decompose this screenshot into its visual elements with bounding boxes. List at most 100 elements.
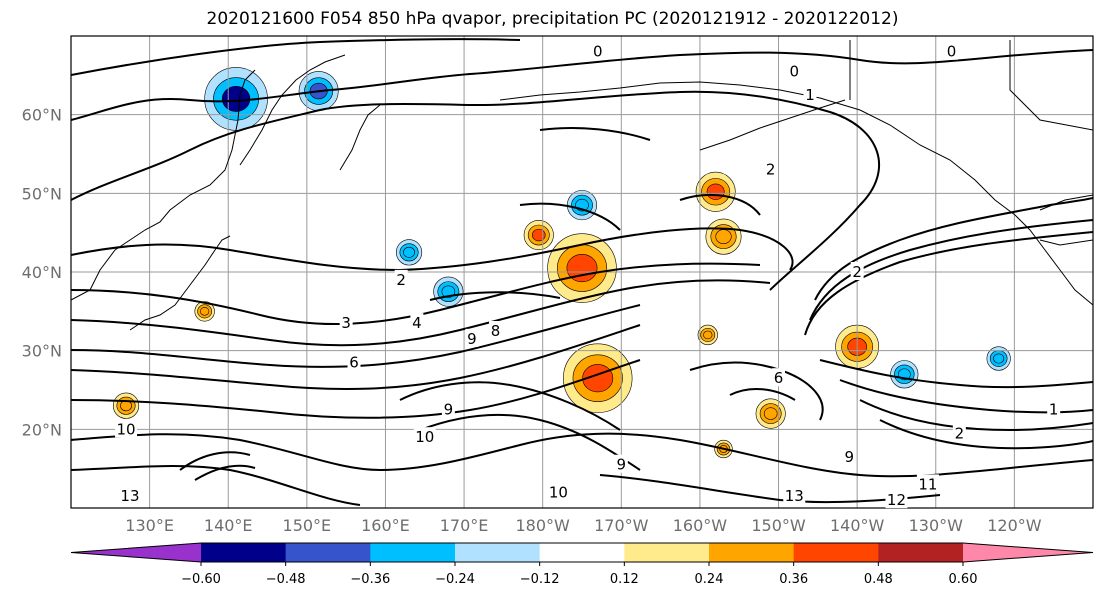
lon-tick-label: 180°W: [516, 516, 571, 535]
precip-blob: [194, 301, 215, 322]
svg-text:10: 10: [549, 483, 568, 501]
plot-frame: [70, 35, 1094, 509]
contour-label: 13: [783, 486, 806, 505]
svg-text:6: 6: [349, 353, 359, 371]
colorbar-tick-label: 0.12: [610, 572, 639, 587]
colorbar-segment: [370, 543, 456, 562]
colorbar-segment: [455, 543, 541, 562]
contour-label: 6: [347, 352, 361, 371]
contour-label: 1: [803, 85, 817, 104]
lat-tick-label: 60°N: [22, 106, 62, 125]
contour-label: 2: [394, 269, 408, 289]
contour-label: 9: [614, 454, 628, 474]
lon-tick-label: 160°W: [673, 516, 728, 535]
lon-tick-label: 130°W: [909, 516, 964, 535]
colorbar-segment: [201, 543, 287, 562]
svg-text:4: 4: [412, 314, 422, 332]
svg-text:3: 3: [341, 314, 351, 332]
svg-text:2: 2: [396, 271, 406, 289]
contour-label: 9: [465, 328, 479, 348]
svg-text:0: 0: [593, 43, 603, 61]
svg-text:6: 6: [774, 369, 784, 387]
colorbar-segment: [539, 543, 625, 562]
contour-label: 2: [764, 159, 778, 179]
latitude-tick-labels: 60°N 50°N 40°N 30°N 20°N: [22, 106, 62, 440]
lat-tick-label: 50°N: [22, 184, 62, 203]
colorbar-tick-label: −0.24: [435, 572, 475, 587]
svg-text:1: 1: [1049, 401, 1059, 419]
svg-text:2: 2: [955, 424, 965, 442]
contour-label: 11: [916, 474, 939, 493]
contour-label: 10: [115, 419, 138, 438]
colorbar: −0.60 −0.48 −0.36 −0.24 −0.12 0.12 0.24 0.36 0.4…: [70, 542, 1094, 587]
colorbar-tick-label: 0.36: [779, 572, 808, 587]
svg-text:8: 8: [491, 322, 501, 340]
colorbar-tick-label: −0.60: [181, 572, 221, 587]
contour-label: 9: [842, 446, 856, 466]
precip-blob: [755, 398, 786, 429]
contour-label: 0: [591, 41, 605, 61]
svg-text:11: 11: [918, 475, 937, 493]
svg-text:2: 2: [766, 161, 776, 179]
lon-tick-label: 140°E: [204, 516, 253, 535]
lon-tick-label: 170°W: [594, 516, 649, 535]
svg-text:12: 12: [887, 491, 906, 509]
longitude-tick-labels: 130°E 140°E 150°E 160°E 170°E 180°W 170°W 160°W…: [125, 516, 1041, 535]
chart-title: 2020121600 F054 850 hPa qvapor, precipit…: [206, 9, 899, 29]
svg-text:9: 9: [467, 330, 477, 348]
svg-text:13: 13: [785, 487, 804, 505]
lat-tick-label: 20°N: [22, 420, 62, 439]
svg-text:9: 9: [444, 401, 454, 419]
precip-blob: [433, 276, 464, 307]
precip-blob: [566, 190, 598, 221]
contour-label: 8: [489, 321, 503, 340]
precip-blob: [563, 343, 633, 413]
precip-blob: [395, 239, 423, 266]
svg-text:0: 0: [947, 43, 957, 61]
lon-tick-label: 150°E: [283, 516, 332, 535]
qvapor-contours: [71, 38, 1093, 506]
colorbar-segment: [709, 543, 795, 562]
lon-tick-label: 120°W: [987, 516, 1042, 535]
colorbar-tick-label: 0.48: [864, 572, 893, 587]
svg-text:2: 2: [852, 263, 862, 281]
precip-blob: [547, 233, 617, 303]
colorbar-extend-high: [963, 543, 1093, 562]
colorbar-tick-label: −0.36: [350, 572, 390, 587]
precip-blob: [697, 324, 718, 346]
colorbar-segment: [793, 543, 879, 562]
svg-text:9: 9: [845, 448, 855, 466]
lon-tick-label: 160°E: [361, 516, 410, 535]
colorbar-tick-label: 0.60: [949, 572, 978, 587]
precip-blob: [890, 360, 919, 389]
svg-text:0: 0: [789, 62, 799, 80]
contour-label: 0: [787, 61, 801, 80]
contour-label: 10: [547, 482, 570, 501]
precip-blob: [112, 392, 140, 419]
colorbar-extend-low: [71, 543, 201, 562]
colorbar-tick-label: 0.24: [695, 572, 724, 587]
precip-blob: [986, 346, 1011, 371]
contour-label: 12: [885, 490, 908, 509]
svg-text:13: 13: [120, 487, 139, 505]
svg-text:9: 9: [617, 456, 627, 474]
colorbar-segment: [624, 543, 710, 562]
colorbar-tick-label: −0.12: [520, 572, 560, 587]
precip-blob: [523, 219, 554, 251]
contour-label: 9: [441, 399, 455, 419]
contour-label: 0: [944, 41, 958, 61]
svg-text:1: 1: [805, 86, 815, 104]
svg-text:10: 10: [116, 420, 135, 438]
contour-label: 10: [413, 427, 436, 446]
contour-label: 2: [850, 262, 864, 281]
contour-label: 4: [410, 313, 424, 332]
lon-tick-label: 130°E: [125, 516, 174, 535]
lon-tick-label: 170°E: [440, 516, 489, 535]
lon-tick-label: 140°W: [830, 516, 885, 535]
contour-label: 6: [772, 368, 786, 387]
precip-blob: [705, 218, 742, 255]
colorbar-segment: [285, 543, 371, 562]
precip-blob: [695, 171, 736, 212]
